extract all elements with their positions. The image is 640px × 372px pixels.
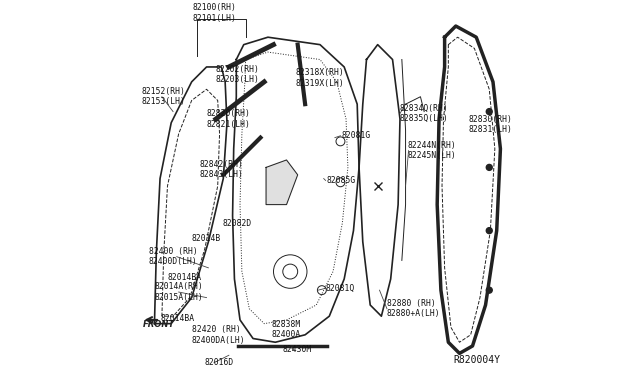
- Text: 82420 (RH)
82400DA(LH): 82420 (RH) 82400DA(LH): [191, 325, 245, 344]
- Text: 82082D: 82082D: [223, 219, 252, 228]
- Text: 82880 (RH)
82880+A(LH): 82880 (RH) 82880+A(LH): [387, 299, 440, 318]
- Text: 82830(RH)
82831(LH): 82830(RH) 82831(LH): [468, 115, 513, 134]
- Text: 82014BA: 82014BA: [160, 314, 194, 323]
- Text: 82152(RH)
82153(LH): 82152(RH) 82153(LH): [141, 87, 186, 106]
- Text: 82842(RH)
82843(LH): 82842(RH) 82843(LH): [199, 160, 243, 179]
- Text: 82430M: 82430M: [283, 345, 312, 354]
- Text: 82244N(RH)
82245N(LH): 82244N(RH) 82245N(LH): [408, 141, 456, 160]
- Text: 82838M
82400A: 82838M 82400A: [271, 320, 301, 339]
- Text: 82318X(RH)
82319X(LH): 82318X(RH) 82319X(LH): [296, 68, 344, 88]
- Text: 82400 (RH)
82400D(LH): 82400 (RH) 82400D(LH): [149, 247, 198, 266]
- Text: FRONT: FRONT: [143, 320, 175, 329]
- Circle shape: [486, 287, 492, 293]
- Text: 82202(RH)
82203(LH): 82202(RH) 82203(LH): [216, 65, 260, 84]
- Text: 82014A(RH)
82015A(LH): 82014A(RH) 82015A(LH): [154, 282, 204, 302]
- Text: 82100(RH)
82101(LH): 82100(RH) 82101(LH): [192, 3, 236, 23]
- Text: 82016D: 82016D: [205, 358, 234, 367]
- Circle shape: [486, 164, 492, 170]
- Polygon shape: [266, 160, 298, 205]
- Text: 82081G: 82081G: [342, 131, 371, 140]
- Text: R820004Y: R820004Y: [453, 355, 500, 365]
- Text: 82834Q(RH)
82835Q(LH): 82834Q(RH) 82835Q(LH): [400, 104, 449, 123]
- Text: 82081Q: 82081Q: [326, 284, 355, 293]
- Text: 82085G: 82085G: [326, 176, 356, 185]
- Text: 82820(RH)
82821(LH): 82820(RH) 82821(LH): [207, 109, 250, 129]
- Text: 82014BA: 82014BA: [168, 273, 202, 282]
- Circle shape: [486, 109, 492, 115]
- Text: 82014B: 82014B: [191, 234, 221, 243]
- Circle shape: [486, 228, 492, 234]
